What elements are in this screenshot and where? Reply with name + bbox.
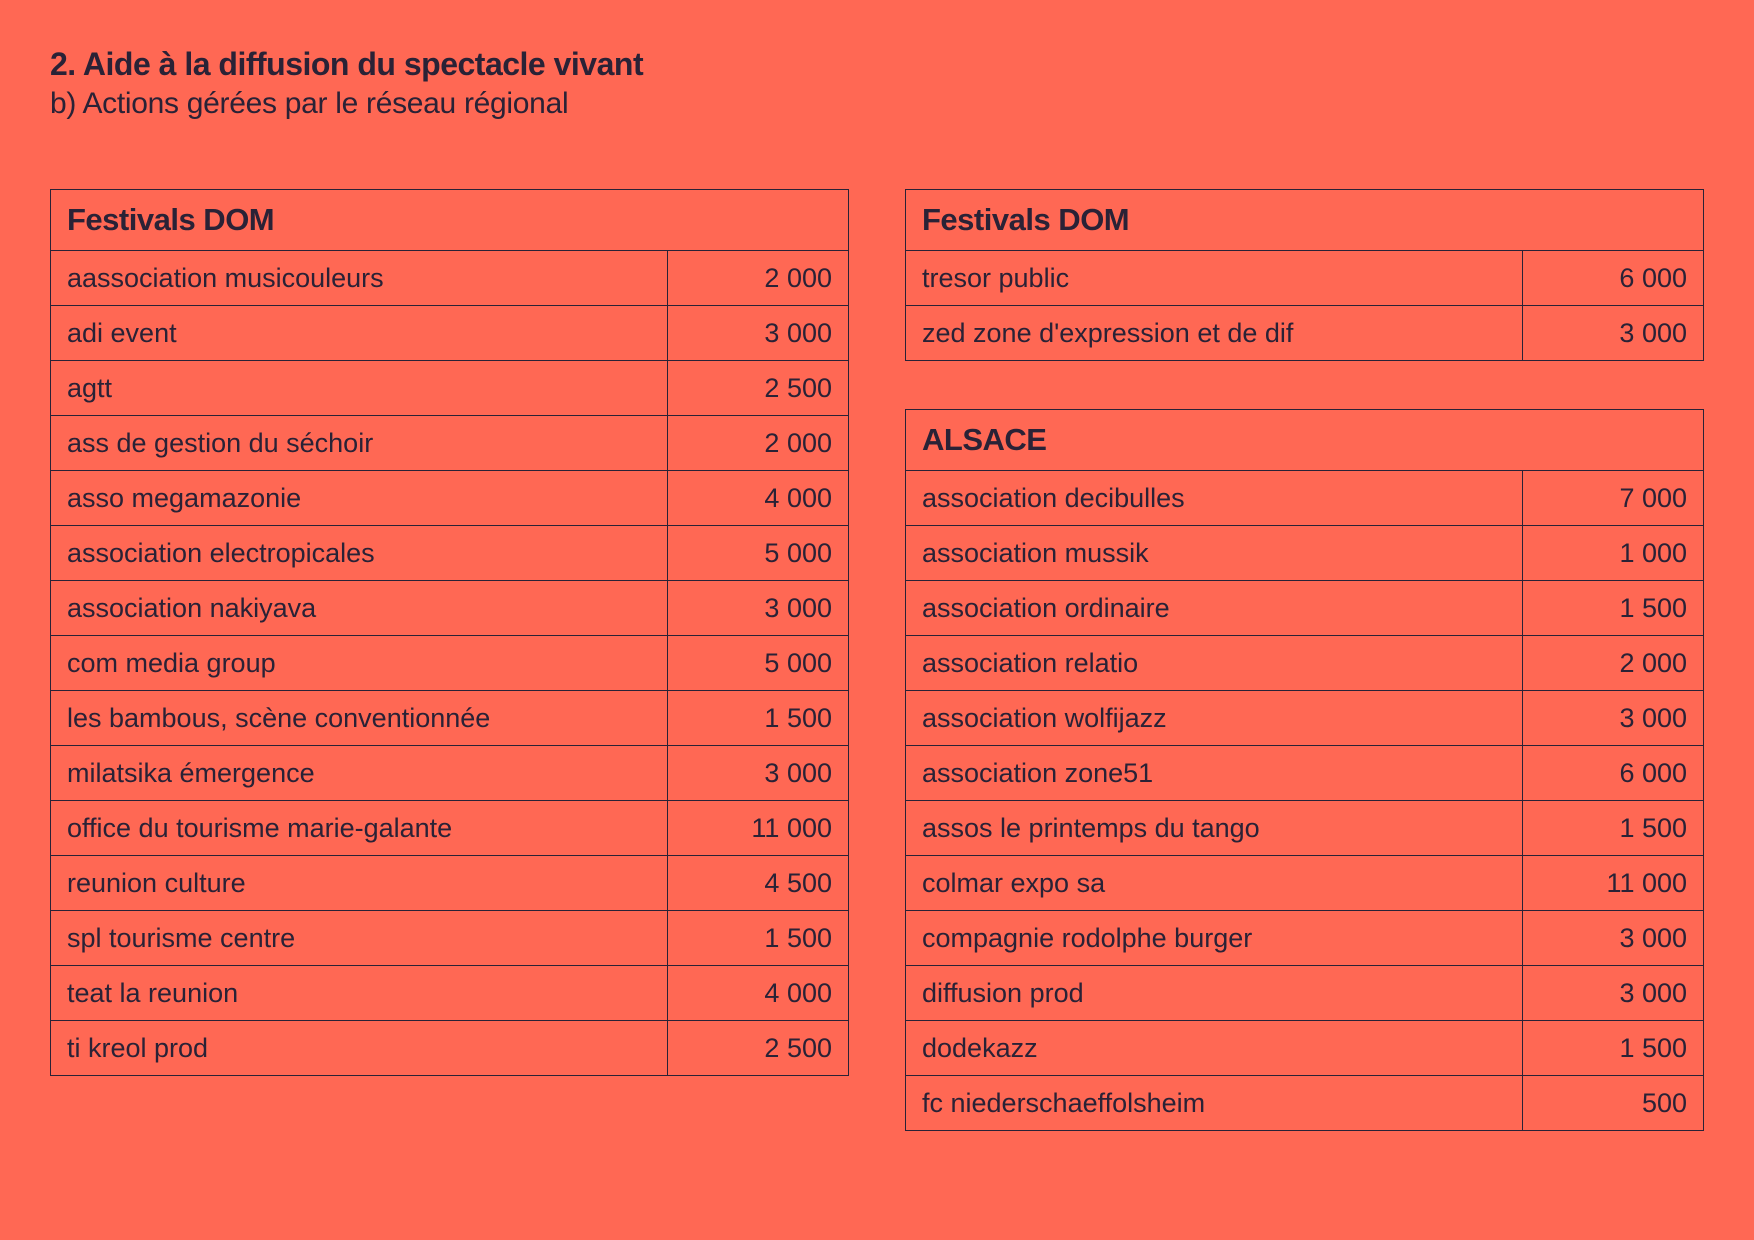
grant-amount: 3 000 <box>1522 305 1704 361</box>
table-row: association nakiyava 3 000 <box>50 580 849 636</box>
grant-amount: 6 000 <box>1521 745 1705 801</box>
table-row: association zone51 6 000 <box>905 745 1705 801</box>
table-row: association ordinaire 1 500 <box>905 580 1705 636</box>
table-row: spl tourisme centre 1 500 <box>50 910 849 966</box>
recipient-name: teat la reunion <box>50 965 668 1021</box>
table-heading: Festivals DOM <box>905 189 1704 251</box>
page-subtitle: b) Actions gérées par le réseau régional <box>50 87 569 120</box>
grant-amount: 1 500 <box>1521 580 1705 636</box>
table-row: office du tourisme marie-galante 11 000 <box>50 800 849 856</box>
grant-amount: 5 000 <box>667 525 849 581</box>
recipient-name: les bambous, scène conventionnée <box>50 690 668 746</box>
table-row: diffusion prod 3 000 <box>905 965 1705 1021</box>
recipient-name: adi event <box>50 305 668 361</box>
grant-amount: 4 000 <box>667 470 849 526</box>
recipient-name: spl tourisme centre <box>50 910 668 966</box>
recipient-name: compagnie rodolphe burger <box>905 910 1523 966</box>
grant-amount: 1 500 <box>667 690 849 746</box>
table-row: compagnie rodolphe burger 3 000 <box>905 910 1705 966</box>
grant-amount: 3 000 <box>667 580 849 636</box>
recipient-name: dodekazz <box>905 1020 1523 1076</box>
grant-amount: 500 <box>1521 1075 1705 1131</box>
recipient-name: ti kreol prod <box>50 1020 668 1076</box>
recipient-name: zed zone d'expression et de dif <box>905 305 1523 361</box>
grant-amount: 3 000 <box>1521 910 1705 966</box>
table-row: les bambous, scène conventionnée 1 500 <box>50 690 849 746</box>
recipient-name: reunion culture <box>50 855 668 911</box>
grant-amount: 3 000 <box>1521 690 1705 746</box>
grant-amount: 4 500 <box>667 855 849 911</box>
table-row: association electropicales 5 000 <box>50 525 849 581</box>
grant-amount: 1 500 <box>1521 1020 1705 1076</box>
grant-table-festivals-dom-secondary: Festivals DOM tresor public 6 000 zed zone… <box>905 189 1704 361</box>
table-heading: ALSACE <box>904 409 1705 471</box>
table-row: aassociation musicouleurs 2 000 <box>50 250 849 306</box>
table-row: asso megamazonie 4 000 <box>50 470 849 526</box>
page-title: 2. Aide à la diffusion du spectacle viva… <box>50 46 644 82</box>
recipient-name: tresor public <box>905 250 1523 306</box>
grant-amount: 6 000 <box>1522 250 1704 306</box>
table-row: ti kreol prod 2 500 <box>50 1020 849 1076</box>
recipient-name: agtt <box>50 360 668 416</box>
grant-amount: 2 000 <box>1521 635 1705 691</box>
grant-amount: 2 500 <box>667 1020 849 1076</box>
table-row: milatsika émergence 3 000 <box>50 745 849 801</box>
page-header: 2. Aide à la diffusion du spectacle viva… <box>50 44 644 124</box>
table-row: colmar expo sa 11 000 <box>905 855 1705 911</box>
grant-amount: 5 000 <box>667 635 849 691</box>
recipient-name: association decibulles <box>905 470 1523 526</box>
table-row: association decibulles 7 000 <box>905 470 1705 526</box>
recipient-name: com media group <box>50 635 668 691</box>
table-row: zed zone d'expression et de dif 3 000 <box>905 305 1704 361</box>
recipient-name: fc niederschaeffolsheim <box>905 1075 1523 1131</box>
grant-amount: 2 000 <box>667 250 849 306</box>
recipient-name: diffusion prod <box>905 965 1523 1021</box>
table-row: dodekazz 1 500 <box>905 1020 1705 1076</box>
grant-table-alsace: ALSACE association decibulles 7 000 associ… <box>904 409 1705 1131</box>
grant-amount: 3 000 <box>1521 965 1705 1021</box>
grant-amount: 11 000 <box>667 800 849 856</box>
recipient-name: office du tourisme marie-galante <box>50 800 668 856</box>
recipient-name: ass de gestion du séchoir <box>50 415 668 471</box>
recipient-name: association nakiyava <box>50 580 668 636</box>
grant-amount: 7 000 <box>1521 470 1705 526</box>
grant-table-festivals-dom-main: Festivals DOM aassociation musicouleurs 2… <box>50 189 849 1076</box>
table-row: association relatio 2 000 <box>905 635 1705 691</box>
grant-amount: 1 500 <box>667 910 849 966</box>
table-heading: Festivals DOM <box>50 189 849 251</box>
table-row: adi event 3 000 <box>50 305 849 361</box>
grant-amount: 1 500 <box>1521 800 1705 856</box>
recipient-name: association wolfijazz <box>905 690 1523 746</box>
recipient-name: colmar expo sa <box>905 855 1523 911</box>
grant-amount: 11 000 <box>1521 855 1705 911</box>
table-row: association wolfijazz 3 000 <box>905 690 1705 746</box>
table-row: com media group 5 000 <box>50 635 849 691</box>
recipient-name: asso megamazonie <box>50 470 668 526</box>
table-row: assos le printemps du tango 1 500 <box>905 800 1705 856</box>
grant-amount: 3 000 <box>667 305 849 361</box>
recipient-name: association electropicales <box>50 525 668 581</box>
table-row: ass de gestion du séchoir 2 000 <box>50 415 849 471</box>
recipient-name: aassociation musicouleurs <box>50 250 668 306</box>
table-row: teat la reunion 4 000 <box>50 965 849 1021</box>
recipient-name: assos le printemps du tango <box>905 800 1523 856</box>
table-row: agtt 2 500 <box>50 360 849 416</box>
grant-amount: 2 500 <box>667 360 849 416</box>
table-row: association mussik 1 000 <box>905 525 1705 581</box>
grant-amount: 3 000 <box>667 745 849 801</box>
table-row: fc niederschaeffolsheim 500 <box>905 1075 1705 1131</box>
table-row: tresor public 6 000 <box>905 250 1704 306</box>
recipient-name: association ordinaire <box>905 580 1523 636</box>
recipient-name: milatsika émergence <box>50 745 668 801</box>
table-row: reunion culture 4 500 <box>50 855 849 911</box>
grant-amount: 1 000 <box>1521 525 1705 581</box>
grant-amount: 4 000 <box>667 965 849 1021</box>
grant-amount: 2 000 <box>667 415 849 471</box>
recipient-name: association zone51 <box>905 745 1523 801</box>
recipient-name: association mussik <box>905 525 1523 581</box>
recipient-name: association relatio <box>905 635 1523 691</box>
